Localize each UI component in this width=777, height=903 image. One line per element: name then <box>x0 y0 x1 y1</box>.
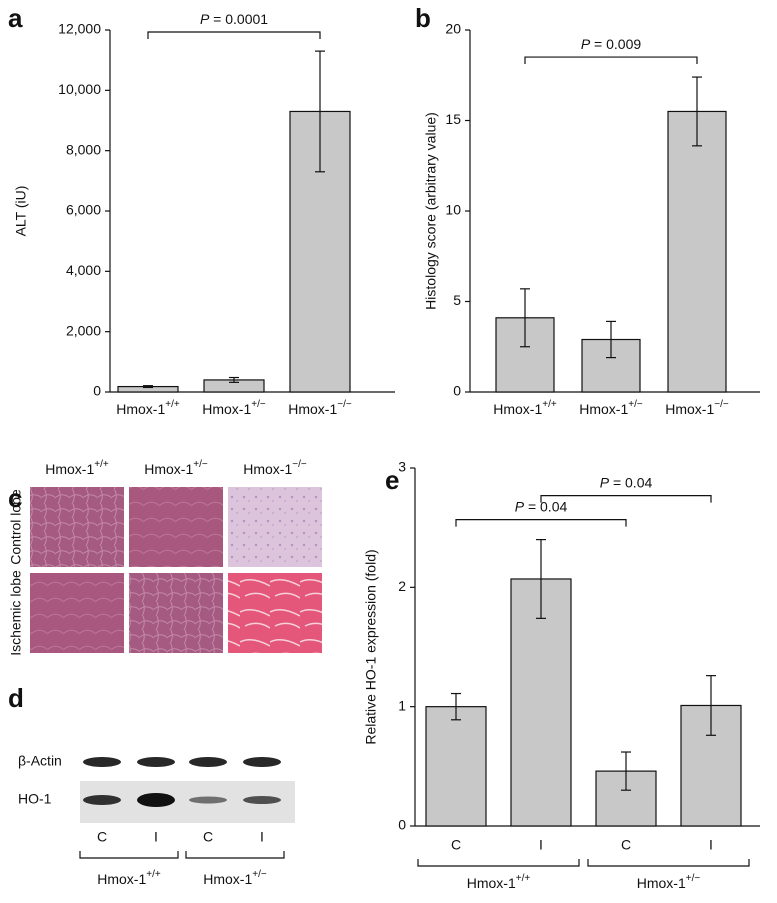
x-tick-label: I <box>539 837 543 853</box>
histology-image <box>228 573 322 653</box>
y-tick-label: 15 <box>445 111 461 127</box>
blot-band <box>243 796 281 804</box>
significance-bracket <box>540 495 712 503</box>
error-bar <box>692 76 702 147</box>
significance-label: P = 0.04 <box>515 498 568 514</box>
y-axis-label: ALT (iU) <box>13 186 29 237</box>
x-tick-label: C <box>621 837 631 853</box>
bar <box>667 110 727 393</box>
y-axis-label: Relative HO-1 expression (fold) <box>363 549 379 744</box>
row-label: Ischemic lobe <box>8 570 24 656</box>
column-label: Hmox-1−/− <box>243 459 307 477</box>
significance-bracket <box>455 519 627 527</box>
y-tick-label: 0 <box>398 817 406 833</box>
blot-band <box>137 793 175 807</box>
y-tick-label: 0 <box>93 383 101 399</box>
error-bar <box>520 288 530 348</box>
blot-band <box>83 757 121 767</box>
row-label: Control lobe <box>8 489 24 565</box>
panel-label: c <box>8 483 22 513</box>
y-tick-label: 2 <box>398 578 406 594</box>
y-tick-label: 20 <box>445 21 461 37</box>
significance-label: P = 0.04 <box>600 474 653 490</box>
bar <box>510 578 572 827</box>
x-tick-label: I <box>709 837 713 853</box>
x-tick-label: Hmox-1−/− <box>665 399 729 417</box>
group-bracket <box>587 859 750 867</box>
band-label: β-Actin <box>18 753 62 769</box>
y-tick-label: 12,000 <box>58 21 101 37</box>
group-label: Hmox-1+/− <box>203 869 267 887</box>
group-bracket <box>417 859 580 867</box>
group-label: Hmox-1+/− <box>637 873 701 891</box>
panel-label: a <box>8 3 23 33</box>
error-bar <box>451 692 461 721</box>
y-tick-label: 0 <box>453 383 461 399</box>
y-tick-label: 6,000 <box>66 202 101 218</box>
blot-band <box>189 757 227 767</box>
histology-image <box>30 487 124 567</box>
column-label: Hmox-1+/+ <box>45 459 109 477</box>
panel-label: e <box>385 465 399 495</box>
error-bar <box>143 385 153 389</box>
significance-label: P = 0.009 <box>581 36 642 52</box>
y-tick-label: 5 <box>453 292 461 308</box>
y-tick-label: 10 <box>445 202 461 218</box>
blot-band <box>189 796 227 804</box>
y-tick-label: 8,000 <box>66 141 101 157</box>
error-bar <box>606 320 616 359</box>
error-bar <box>536 538 546 619</box>
y-tick-label: 10,000 <box>58 81 101 97</box>
error-bar <box>315 50 325 173</box>
band-label: HO-1 <box>18 791 52 807</box>
significance-label: P = 0.0001 <box>200 11 268 27</box>
x-tick-label: C <box>451 837 461 853</box>
histology-image <box>129 573 223 653</box>
histology-image <box>129 487 223 567</box>
column-label: Hmox-1+/− <box>144 459 208 477</box>
error-bar <box>229 376 239 383</box>
blot-band <box>243 757 281 767</box>
histology-image <box>30 573 124 653</box>
histology-image <box>228 487 322 567</box>
lane-label: I <box>260 829 264 845</box>
x-tick-label: Hmox-1+/+ <box>116 399 180 417</box>
error-bar <box>706 675 716 736</box>
lane-label: C <box>203 829 213 845</box>
x-tick-label: Hmox-1+/− <box>202 399 266 417</box>
group-bracket <box>185 851 285 859</box>
panel-label: d <box>8 683 24 713</box>
significance-bracket <box>147 31 321 39</box>
x-tick-label: Hmox-1+/− <box>579 399 643 417</box>
significance-bracket <box>524 56 698 65</box>
group-label: Hmox-1+/+ <box>97 869 161 887</box>
x-tick-label: Hmox-1−/− <box>288 399 352 417</box>
group-label: Hmox-1+/+ <box>467 873 531 891</box>
y-tick-label: 2,000 <box>66 322 101 338</box>
lane-label: C <box>97 829 107 845</box>
bar <box>425 706 487 827</box>
y-axis-label: Histology score (arbitrary value) <box>423 112 439 310</box>
blot-band <box>83 795 121 805</box>
blot-band <box>137 757 175 767</box>
lane-label: I <box>154 829 158 845</box>
y-tick-label: 3 <box>398 459 406 475</box>
error-bar <box>621 751 631 791</box>
x-tick-label: Hmox-1+/+ <box>493 399 557 417</box>
y-tick-label: 1 <box>398 697 406 713</box>
y-tick-label: 4,000 <box>66 262 101 278</box>
group-bracket <box>79 851 179 859</box>
panel-label: b <box>415 3 431 33</box>
